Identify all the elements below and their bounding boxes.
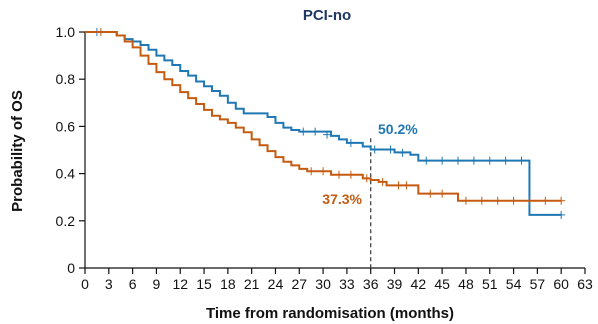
plot-area: 50.2% 37.3%	[85, 28, 566, 268]
censor-mark	[509, 196, 518, 205]
x-tick-label: 3	[105, 276, 113, 292]
x-tick-label: 18	[220, 276, 236, 292]
censor-mark	[525, 196, 534, 205]
censor-mark	[394, 181, 403, 190]
x-tick-label: 27	[291, 276, 307, 292]
y-tick-label: 1.0	[56, 24, 76, 40]
censor-mark	[346, 138, 355, 147]
censor-mark	[386, 145, 395, 154]
x-tick-label: 30	[315, 276, 331, 292]
survival-annotation-2: 37.3%	[322, 191, 362, 207]
x-tick-label: 42	[411, 276, 427, 292]
censor-mark	[362, 174, 371, 183]
y-axis-title: Probability of OS	[9, 90, 26, 212]
survival-annotation-1: 50.2%	[378, 121, 418, 137]
censor-mark	[485, 156, 494, 165]
x-tick-label: 36	[363, 276, 379, 292]
y-tick-label: 0.8	[56, 71, 76, 87]
censor-mark	[461, 196, 470, 205]
censor-mark	[501, 156, 510, 165]
x-axis-title: Time from randomisation (months)	[206, 305, 454, 322]
censor-mark	[370, 145, 379, 154]
censor-mark	[493, 196, 502, 205]
censor-mark	[311, 127, 320, 136]
chart-title: PCI-no	[303, 7, 351, 24]
censor-mark	[398, 148, 407, 157]
censor-mark	[454, 156, 463, 165]
censor-mark	[96, 28, 105, 36]
x-tick-label: 6	[129, 276, 137, 292]
x-tick-label: 57	[530, 276, 546, 292]
censor-mark	[334, 170, 343, 179]
censor-mark	[422, 156, 431, 165]
censor-mark	[299, 127, 308, 136]
axes: 00.20.40.60.81.00 3 6 9 12 15 18 21 24 27 30 33 36 39…	[56, 24, 593, 292]
censor-mark	[477, 196, 486, 205]
y-tick-label: 0.6	[56, 118, 76, 134]
censor-mark	[541, 196, 550, 205]
censor-mark	[319, 167, 328, 176]
x-tick-label: 45	[434, 276, 450, 292]
x-tick-label: 9	[153, 276, 161, 292]
x-tick-label: 39	[387, 276, 403, 292]
survival-curve-2	[85, 31, 562, 202]
x-tick-label: 63	[577, 276, 593, 292]
x-tick-label: 21	[244, 276, 260, 292]
x-tick-label: 48	[458, 276, 474, 292]
y-tick-label: 0.4	[56, 166, 76, 182]
x-tick-label: 12	[172, 276, 188, 292]
censor-mark	[426, 189, 435, 198]
censor-mark	[469, 156, 478, 165]
x-tick-label: 51	[482, 276, 498, 292]
censor-mark	[517, 156, 526, 165]
survival-curve-1	[85, 31, 562, 216]
x-tick-label: 0	[81, 276, 89, 292]
x-tick-label: 54	[506, 276, 522, 292]
censor-mark	[307, 167, 316, 176]
x-tick-label: 15	[196, 276, 212, 292]
censor-mark	[346, 170, 355, 179]
censor-mark	[438, 156, 447, 165]
x-tick-label: 24	[268, 276, 284, 292]
x-tick-label: 33	[339, 276, 355, 292]
censor-mark	[438, 189, 447, 198]
y-tick-label: 0	[67, 260, 75, 276]
censor-mark	[323, 130, 332, 139]
x-tick-label: 60	[553, 276, 569, 292]
censor-mark	[557, 196, 566, 205]
censor-mark	[378, 177, 387, 186]
censor-mark	[557, 210, 566, 219]
y-tick-label: 0.2	[56, 213, 76, 229]
censor-mark	[402, 181, 411, 190]
